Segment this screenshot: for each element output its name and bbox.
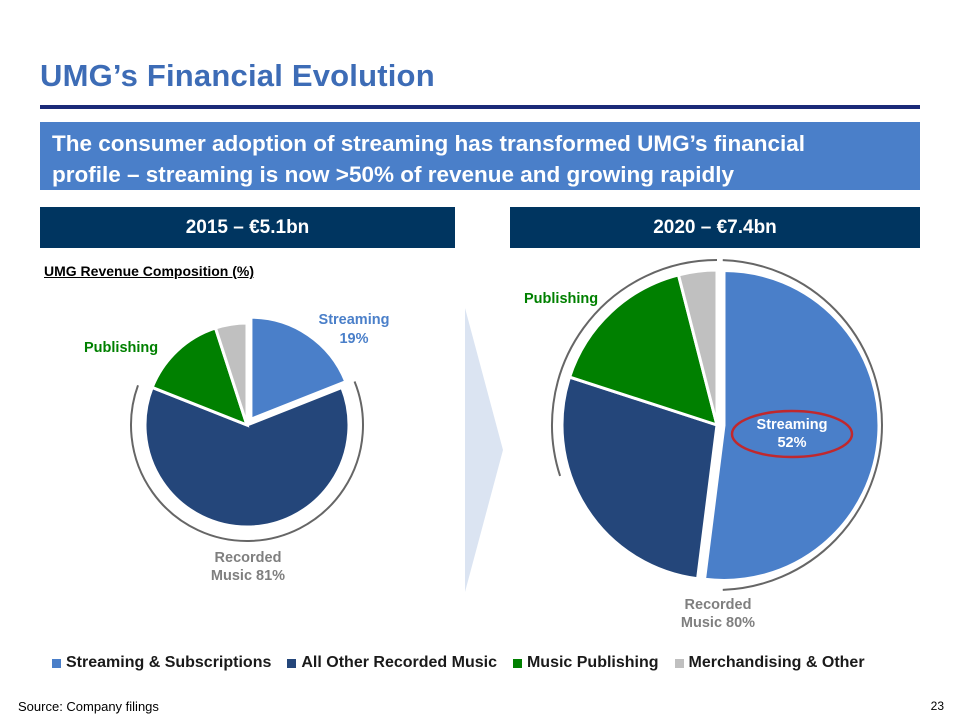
composition-label: UMG Revenue Composition (%): [44, 263, 255, 279]
slide-title: UMG’s Financial Evolution: [40, 58, 435, 93]
pie-2020-slice-publishing: [567, 273, 720, 428]
subtitle-line-1: The consumer adoption of streaming has t…: [52, 131, 806, 156]
pie-2020-slice-recorded-other: [560, 375, 719, 581]
pie-2015-recorded-music-bracket: [130, 381, 364, 542]
pie-2015-streaming-value: 19%: [339, 331, 368, 347]
legend-item-streaming: Streaming & Subscriptions: [52, 654, 271, 672]
year-header-2020: 2020 – €7.4bn: [510, 207, 920, 248]
pie-2015-recorded-label-line2: Music 81%: [211, 568, 285, 584]
pie-2020-slice-merch: [676, 268, 719, 426]
pie-2015-slice-recorded-other: [143, 385, 351, 529]
pie-2020-recorded-music-bracket: [551, 259, 718, 477]
subtitle-line-2: profile – streaming is now >50% of reven…: [52, 162, 735, 187]
legend-swatch-publishing: [512, 658, 522, 668]
pie-2015: [130, 315, 364, 542]
legend-item-publishing: Music Publishing: [512, 654, 659, 672]
pie-2015-recorded-label-line1: Recorded: [215, 550, 282, 566]
pie-2020-streaming-value: 52%: [777, 435, 806, 451]
pie-2020-publishing-label: Publishing: [524, 291, 598, 307]
pie-2020-streaming-label: Streaming: [757, 417, 828, 433]
pie-2020-recorded-label-line1: Recorded: [685, 597, 752, 613]
pie-2015-slice-streaming: [249, 315, 348, 422]
legend-swatch-streaming: [52, 658, 61, 668]
pie-2015-streaming-label: Streaming: [319, 312, 390, 328]
legend-swatch-merch: [674, 658, 684, 668]
transition-arrow: [465, 308, 503, 592]
legend-label-publishing: Music Publishing: [526, 654, 659, 671]
title-divider: [40, 105, 920, 109]
page-number: 23: [930, 699, 944, 713]
pie-2015-publishing-label: Publishing: [84, 340, 158, 356]
legend-item-recorded: All Other Recorded Music: [287, 654, 497, 672]
legend-label-streaming: Streaming & Subscriptions: [66, 654, 272, 671]
legend-item-merch: Merchandising & Other: [674, 654, 865, 672]
source-note: Source: Company filings: [18, 699, 159, 714]
year-header-2015: 2015 – €5.1bn: [40, 207, 455, 248]
legend-swatch-recorded: [287, 658, 297, 668]
chart-legend: Streaming & Subscriptions All Other Reco…: [52, 654, 881, 672]
pie-2020: [551, 259, 883, 591]
legend-label-merch: Merchandising & Other: [688, 654, 865, 671]
pie-2020-slice-streaming: [702, 268, 881, 582]
pie-2015-slice-merch: [213, 321, 249, 426]
legend-label-recorded: All Other Recorded Music: [301, 654, 497, 671]
pie-2020-right-recorded-music-bracket: [722, 259, 883, 591]
pie-2020-recorded-label-line2: Music 80%: [681, 615, 755, 631]
streaming-highlight-circle: [730, 409, 854, 459]
subtitle-banner: The consumer adoption of streaming has t…: [40, 122, 920, 190]
